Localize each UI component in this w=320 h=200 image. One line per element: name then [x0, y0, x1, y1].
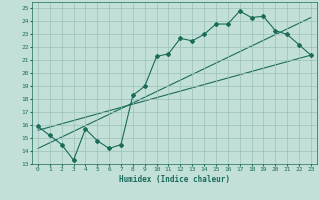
X-axis label: Humidex (Indice chaleur): Humidex (Indice chaleur): [119, 175, 230, 184]
